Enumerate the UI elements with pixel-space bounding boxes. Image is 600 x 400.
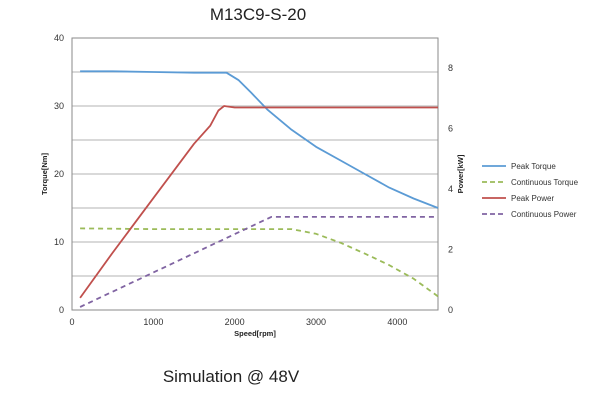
x-axis-label: Speed[rpm] — [234, 329, 276, 338]
y-left-tick-label: 40 — [54, 33, 64, 43]
y-right-tick-label: 6 — [448, 124, 453, 134]
y-right-axis-label: Power[kW] — [456, 154, 465, 193]
legend: Peak Torque Continuous Torque Peak Power Co… — [482, 162, 579, 219]
y-left-tick-label: 20 — [54, 169, 64, 179]
chart-title: M13C9-S-20 — [210, 5, 306, 24]
x-tick-label: 0 — [69, 317, 74, 327]
legend-label-peak-torque: Peak Torque — [511, 162, 556, 171]
y-right-tick-label: 2 — [448, 245, 453, 255]
y-left-axis-label: Torque[Nm] — [40, 153, 49, 195]
y-right-tick-labels: 0 2 4 6 8 — [448, 63, 453, 315]
x-tick-label: 3000 — [306, 317, 326, 327]
x-tick-label: 1000 — [143, 317, 163, 327]
x-tick-label: 2000 — [225, 317, 245, 327]
legend-label-peak-power: Peak Power — [511, 194, 554, 203]
x-tick-label: 4000 — [387, 317, 407, 327]
legend-label-continuous-torque: Continuous Torque — [511, 178, 579, 187]
peak-torque-line — [80, 70, 439, 209]
x-tick-labels: 0 1000 2000 3000 4000 — [69, 317, 407, 327]
plot-frame — [71, 37, 439, 311]
y-left-tick-label: 10 — [54, 237, 64, 247]
y-left-tick-labels: 0 10 20 30 40 — [54, 33, 64, 315]
series-lines — [79, 70, 439, 308]
y-right-tick-label: 4 — [448, 184, 453, 194]
y-right-tick-label: 0 — [448, 305, 453, 315]
chart-subtitle: Simulation @ 48V — [163, 367, 300, 386]
y-right-tick-label: 8 — [448, 63, 453, 73]
grid-lines — [72, 71, 438, 277]
y-left-tick-label: 30 — [54, 101, 64, 111]
continuous-power-line — [79, 215, 438, 308]
peak-power-line — [79, 105, 438, 299]
continuous-torque-line — [80, 227, 439, 298]
y-left-tick-label: 0 — [59, 305, 64, 315]
legend-label-continuous-power: Continuous Power — [511, 210, 577, 219]
